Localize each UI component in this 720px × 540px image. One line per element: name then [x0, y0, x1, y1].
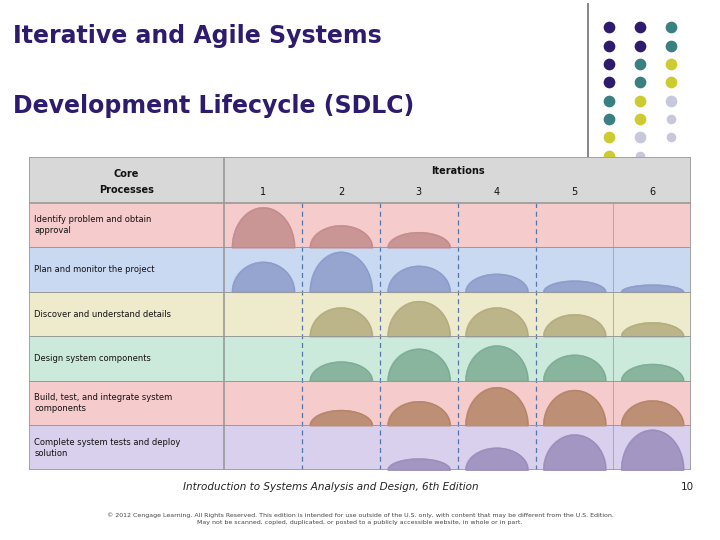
Text: Design system components: Design system components — [34, 354, 151, 363]
Point — [603, 23, 615, 32]
Text: Complete system tests and deploy
solution: Complete system tests and deploy solutio… — [34, 437, 181, 457]
Point — [603, 114, 615, 123]
Text: Development Lifecycle (SDLC): Development Lifecycle (SDLC) — [13, 94, 414, 118]
Point — [665, 23, 676, 32]
Point — [634, 42, 646, 50]
Point — [665, 60, 676, 69]
Text: Identify problem and obtain
approval: Identify problem and obtain approval — [34, 215, 151, 235]
Point — [603, 96, 615, 105]
Text: 10: 10 — [681, 482, 694, 492]
Text: Build, test, and integrate system
components: Build, test, and integrate system compon… — [34, 393, 172, 413]
Text: Iterative and Agile Systems: Iterative and Agile Systems — [13, 24, 382, 48]
Point — [665, 96, 676, 105]
Text: 6: 6 — [649, 187, 655, 197]
Point — [603, 151, 615, 160]
Point — [603, 42, 615, 50]
Bar — [29, 203, 691, 247]
Point — [634, 96, 646, 105]
Bar — [29, 426, 691, 470]
Text: 5: 5 — [572, 187, 577, 197]
Point — [634, 151, 646, 160]
Text: Introduction to Systems Analysis and Design, 6th Edition: Introduction to Systems Analysis and Des… — [184, 482, 479, 492]
Point — [665, 133, 676, 141]
Text: Plan and monitor the project: Plan and monitor the project — [34, 265, 155, 274]
Text: Core: Core — [114, 169, 139, 179]
Point — [665, 114, 676, 123]
Point — [634, 23, 646, 32]
Text: Processes: Processes — [99, 185, 154, 195]
Text: © 2012 Cengage Learning. All Rights Reserved. This edition is intended for use o: © 2012 Cengage Learning. All Rights Rese… — [107, 512, 613, 525]
Point — [634, 114, 646, 123]
Text: Iterations: Iterations — [431, 166, 485, 177]
Text: 4: 4 — [493, 187, 500, 197]
Point — [665, 42, 676, 50]
Text: Discover and understand details: Discover and understand details — [34, 309, 171, 319]
Point — [603, 133, 615, 141]
Bar — [29, 336, 691, 381]
Point — [634, 133, 646, 141]
Point — [603, 78, 615, 86]
Point — [665, 78, 676, 86]
Text: 1: 1 — [260, 187, 266, 197]
Bar — [29, 247, 691, 292]
Bar — [29, 157, 691, 203]
Bar — [29, 292, 691, 336]
Text: 3: 3 — [415, 187, 422, 197]
Point — [634, 60, 646, 69]
Bar — [29, 381, 691, 426]
Point — [603, 60, 615, 69]
Text: 2: 2 — [338, 187, 344, 197]
Point — [634, 78, 646, 86]
